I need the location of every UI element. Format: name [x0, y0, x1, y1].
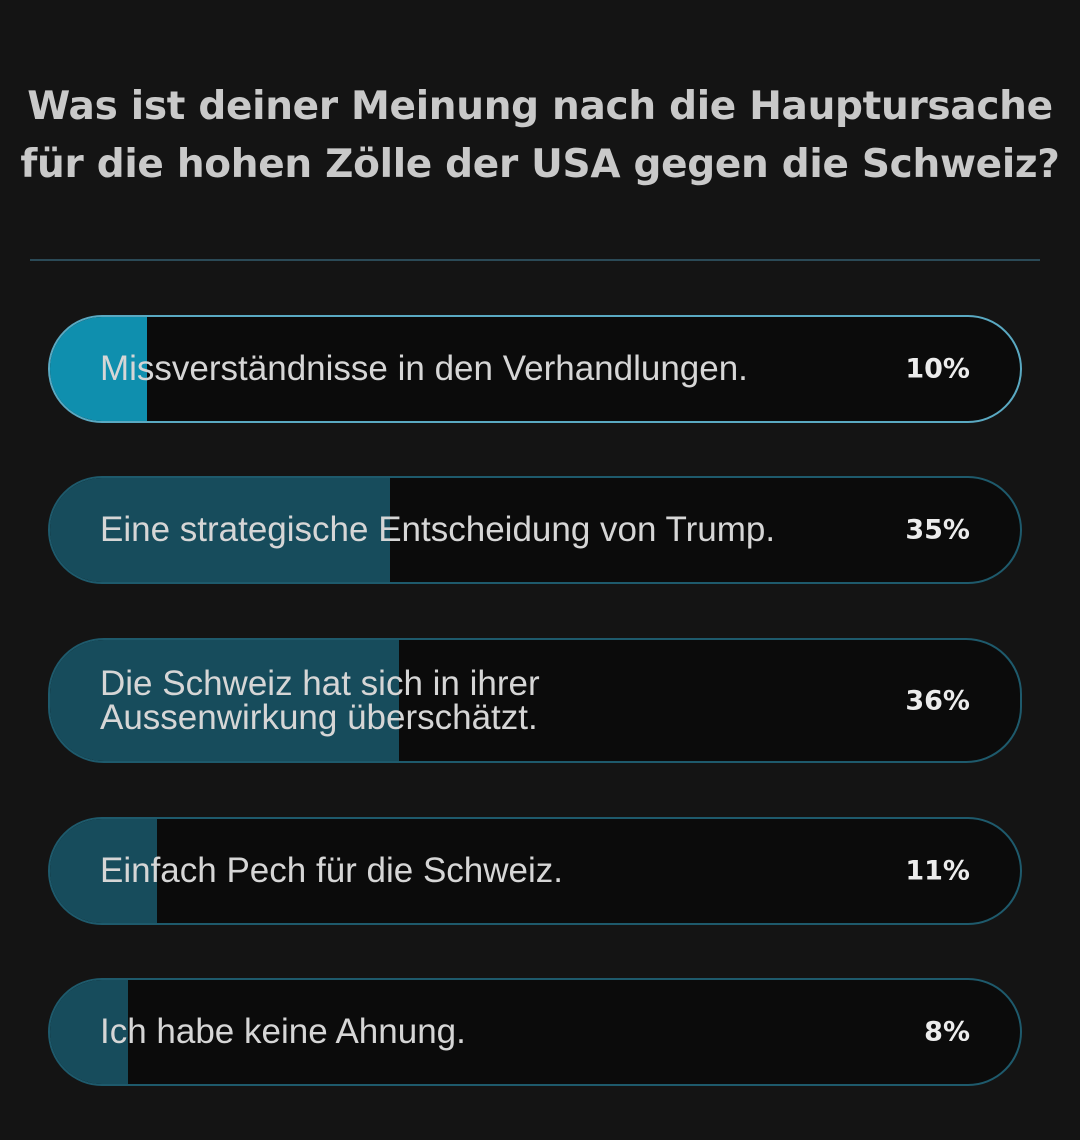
- divider: [30, 259, 1040, 261]
- option-label: Einfach Pech für die Schweiz.: [100, 851, 564, 890]
- option-percent: 36%: [905, 685, 970, 716]
- result-bar: [50, 317, 147, 421]
- result-bar: [50, 640, 400, 761]
- option-label: Die Schweiz hat sich in ihrer Aussenwirk…: [100, 663, 540, 737]
- option-percent: 8%: [924, 1016, 970, 1048]
- poll-option-3[interactable]: Die Schweiz hat sich in ihrer Aussenwirk…: [48, 638, 1022, 763]
- poll-question: Was ist deiner Meinung nach die Haupturs…: [20, 84, 1060, 187]
- result-bar: [50, 478, 390, 582]
- poll-option-1[interactable]: Missverständnisse in den Verhandlungen. …: [48, 315, 1022, 423]
- poll-option-4[interactable]: Einfach Pech für die Schweiz. 11%: [48, 817, 1022, 925]
- option-label: Missverständnisse in den Verhandlungen.: [100, 349, 748, 388]
- option-percent: 10%: [905, 353, 970, 385]
- option-percent: 35%: [905, 514, 970, 546]
- result-bar: [50, 980, 128, 1084]
- option-label: Eine strategische Entscheidung von Trump…: [100, 510, 776, 549]
- option-label: Ich habe keine Ahnung.: [100, 1012, 466, 1051]
- poll-option-5[interactable]: Ich habe keine Ahnung. 8%: [48, 978, 1022, 1086]
- option-percent: 11%: [905, 855, 970, 887]
- result-bar: [50, 819, 157, 923]
- poll-option-2[interactable]: Eine strategische Entscheidung von Trump…: [48, 476, 1022, 584]
